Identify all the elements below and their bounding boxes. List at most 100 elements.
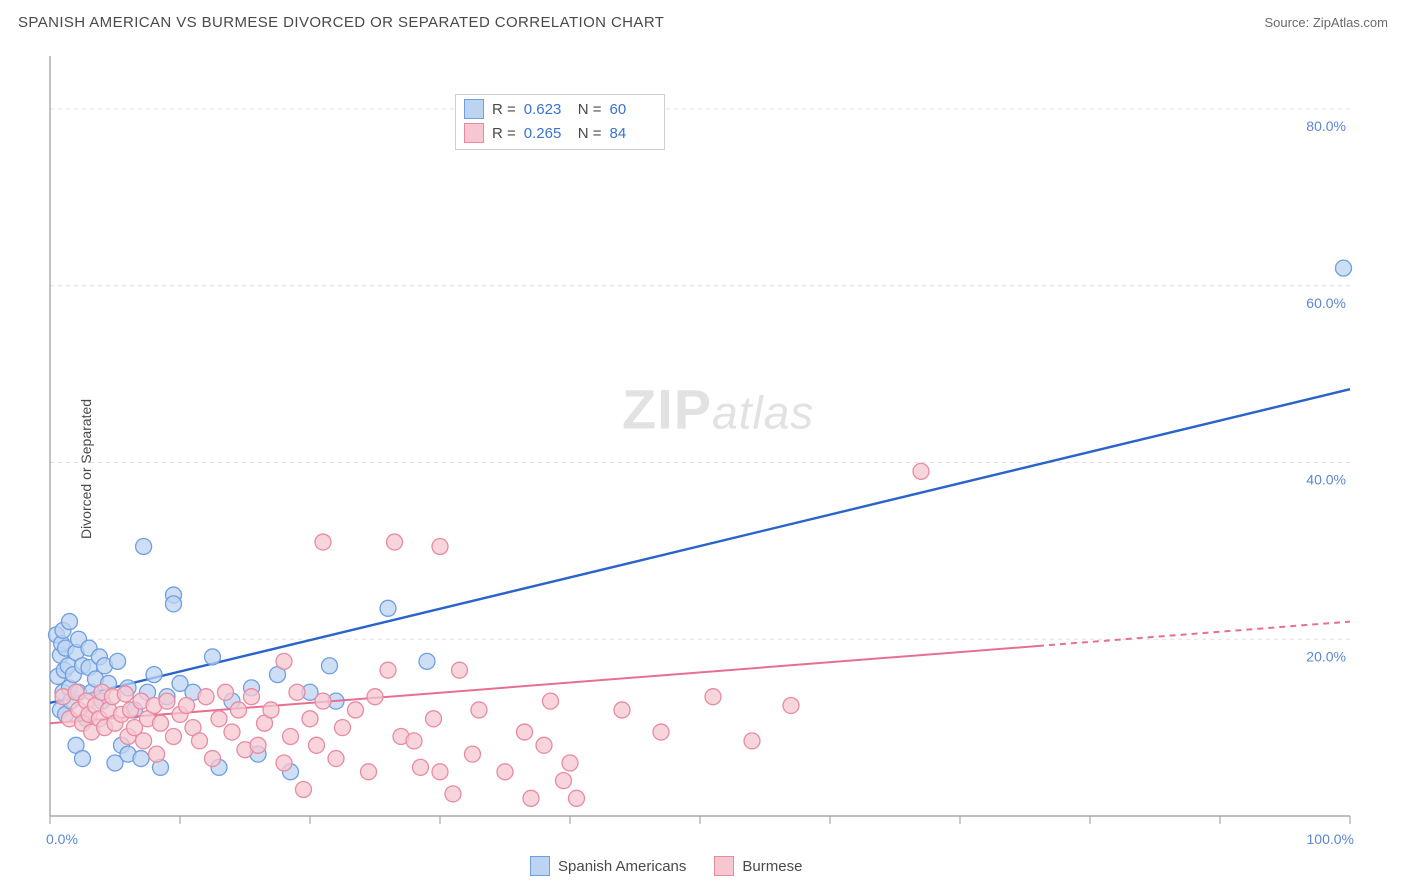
data-point: [614, 702, 630, 718]
data-point: [465, 746, 481, 762]
data-point: [250, 737, 266, 753]
regression-line: [50, 646, 1038, 723]
legend-swatch: [530, 856, 550, 876]
data-point: [153, 715, 169, 731]
data-point: [283, 728, 299, 744]
n-value: 60: [610, 101, 656, 118]
data-point: [348, 702, 364, 718]
data-point: [205, 751, 221, 767]
legend-label: Spanish Americans: [558, 858, 686, 875]
data-point: [569, 790, 585, 806]
data-point: [136, 538, 152, 554]
legend-swatch: [714, 856, 734, 876]
legend-item: Spanish Americans: [530, 856, 686, 876]
legend-swatch: [464, 99, 484, 119]
data-point: [231, 702, 247, 718]
data-point: [302, 711, 318, 727]
data-point: [117, 686, 133, 702]
legend-swatch: [464, 123, 484, 143]
data-point: [419, 653, 435, 669]
data-point: [517, 724, 533, 740]
data-point: [523, 790, 539, 806]
data-point: [328, 751, 344, 767]
data-point: [380, 662, 396, 678]
data-point: [556, 773, 572, 789]
stats-row: R = 0.265 N = 84: [464, 121, 656, 145]
data-point: [543, 693, 559, 709]
r-value: 0.265: [524, 125, 570, 142]
data-point: [653, 724, 669, 740]
data-point: [179, 698, 195, 714]
data-point: [309, 737, 325, 753]
data-point: [432, 764, 448, 780]
data-point: [75, 751, 91, 767]
data-point: [296, 781, 312, 797]
source-prefix: Source:: [1264, 15, 1312, 30]
r-value: 0.623: [524, 101, 570, 118]
legend-label: Burmese: [742, 858, 802, 875]
data-point: [110, 653, 126, 669]
data-point: [205, 649, 221, 665]
data-point: [387, 534, 403, 550]
data-point: [452, 662, 468, 678]
data-point: [198, 689, 214, 705]
data-point: [361, 764, 377, 780]
data-point: [913, 463, 929, 479]
y-tick-label: 40.0%: [1306, 472, 1346, 488]
series-legend: Spanish Americans Burmese: [530, 856, 802, 876]
data-point: [166, 728, 182, 744]
n-value: 84: [610, 125, 656, 142]
stats-box: R = 0.623 N = 60 R = 0.265 N = 84: [455, 94, 665, 150]
data-point: [224, 724, 240, 740]
scatter-chart: ZIPatlas 20.0% 40.0% 60.0% 80.0% 0.0% 100.0%: [0, 46, 1406, 892]
data-point: [367, 689, 383, 705]
r-label: R =: [492, 125, 516, 142]
data-point: [146, 667, 162, 683]
data-point: [432, 538, 448, 554]
data-point: [413, 759, 429, 775]
data-point: [62, 614, 78, 630]
data-point: [192, 733, 208, 749]
data-point: [133, 751, 149, 767]
data-point: [244, 689, 260, 705]
source-link[interactable]: ZipAtlas.com: [1313, 15, 1388, 30]
y-tick-label: 80.0%: [1306, 118, 1346, 134]
data-point: [149, 746, 165, 762]
watermark-text: ZIPatlas: [622, 377, 814, 440]
data-point: [315, 693, 331, 709]
data-point: [783, 698, 799, 714]
chart-container: Divorced or Separated ZIPatlas 20.0% 40.0%…: [0, 46, 1406, 892]
stats-row: R = 0.623 N = 60: [464, 97, 656, 121]
data-point: [426, 711, 442, 727]
n-label: N =: [578, 101, 602, 118]
chart-title: SPANISH AMERICAN VS BURMESE DIVORCED OR …: [18, 14, 664, 31]
data-point: [445, 786, 461, 802]
chart-header: SPANISH AMERICAN VS BURMESE DIVORCED OR …: [0, 0, 1406, 39]
data-point: [166, 596, 182, 612]
data-point: [289, 684, 305, 700]
y-tick-label: 20.0%: [1306, 648, 1346, 664]
data-point: [276, 755, 292, 771]
y-axis-label: Divorced or Separated: [78, 399, 94, 539]
x-tick-label: 0.0%: [46, 831, 78, 847]
r-label: R =: [492, 101, 516, 118]
data-point: [1336, 260, 1352, 276]
x-tick-label: 100.0%: [1307, 831, 1354, 847]
data-point: [322, 658, 338, 674]
data-point: [276, 653, 292, 669]
y-tick-label: 60.0%: [1306, 295, 1346, 311]
legend-item: Burmese: [714, 856, 802, 876]
data-point: [536, 737, 552, 753]
data-point: [159, 693, 175, 709]
data-point: [562, 755, 578, 771]
data-point: [315, 534, 331, 550]
data-point: [136, 733, 152, 749]
data-point: [263, 702, 279, 718]
data-point: [335, 720, 351, 736]
data-point: [380, 600, 396, 616]
regression-line-extrapolated: [1038, 622, 1350, 646]
data-point: [471, 702, 487, 718]
data-point: [218, 684, 234, 700]
data-point: [705, 689, 721, 705]
n-label: N =: [578, 125, 602, 142]
